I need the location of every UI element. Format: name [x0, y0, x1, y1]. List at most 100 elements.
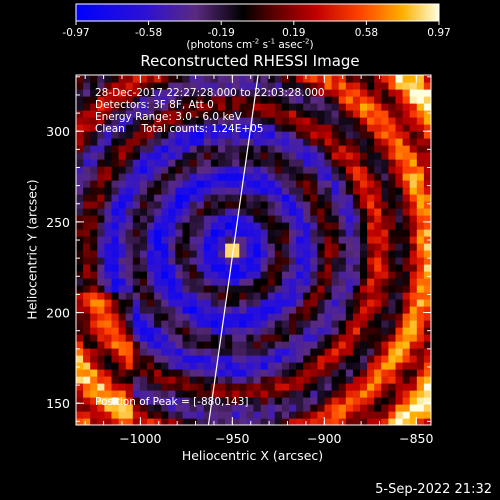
heatmap-pixel	[111, 208, 120, 216]
heatmap-pixel	[139, 187, 148, 195]
heatmap-pixel	[388, 124, 397, 132]
heatmap-pixel	[118, 362, 127, 370]
heatmap-pixel	[367, 180, 375, 188]
heatmap-pixel	[374, 348, 382, 356]
heatmap-pixel	[182, 243, 191, 251]
heatmap-pixel	[423, 397, 431, 405]
heatmap-pixel	[303, 215, 311, 223]
heatmap-pixel	[132, 243, 141, 251]
heatmap-pixel	[296, 131, 304, 139]
heatmap-pixel	[253, 222, 262, 230]
heatmap-pixel	[423, 173, 431, 181]
y-tick-label: 250	[46, 215, 70, 230]
heatmap-pixel	[210, 257, 219, 265]
heatmap-pixel	[324, 306, 333, 314]
heatmap-pixel	[210, 159, 219, 167]
heatmap-pixel	[310, 159, 318, 167]
heatmap-pixel	[125, 201, 134, 209]
heatmap-pixel	[388, 348, 397, 356]
heatmap-pixel	[161, 229, 169, 237]
heatmap-pixel	[218, 355, 226, 363]
heatmap-pixel	[210, 96, 219, 104]
heatmap-pixel	[409, 327, 418, 335]
heatmap-pixel	[90, 390, 98, 398]
heatmap-pixel	[132, 194, 141, 202]
heatmap-pixel	[281, 208, 290, 216]
heatmap-pixel	[303, 313, 311, 321]
heatmap-pixel	[76, 362, 84, 370]
heatmap-pixel	[232, 348, 240, 356]
heatmap-pixel	[416, 348, 425, 356]
heatmap-pixel	[253, 306, 262, 314]
heatmap-pixel	[281, 313, 290, 321]
heatmap-pixel	[310, 383, 318, 391]
heatmap-pixel	[218, 390, 226, 398]
heatmap-pixel	[203, 257, 212, 265]
heatmap-pixel	[324, 390, 333, 398]
heatmap-pixel	[317, 355, 326, 363]
heatmap-pixel	[296, 306, 304, 314]
heatmap-pixel	[317, 89, 326, 97]
heatmap-pixel	[97, 411, 105, 419]
heatmap-pixel	[154, 159, 162, 167]
heatmap-pixel	[402, 201, 411, 209]
heatmap-pixel	[182, 306, 191, 314]
heatmap-pixel	[139, 82, 148, 90]
heatmap-pixel	[289, 271, 297, 279]
heatmap-pixel	[203, 208, 212, 216]
heatmap-pixel	[317, 411, 326, 419]
heatmap-pixel	[182, 418, 191, 425]
heatmap-pixel	[182, 187, 191, 195]
heatmap-pixel	[345, 159, 354, 167]
heatmap-pixel	[296, 152, 304, 160]
heatmap-pixel	[83, 264, 91, 272]
heatmap-pixel	[289, 215, 297, 223]
heatmap-pixel	[118, 292, 127, 300]
heatmap-pixel	[281, 152, 290, 160]
heatmap-pixel	[118, 285, 127, 293]
heatmap-pixel	[281, 299, 290, 307]
heatmap-pixel	[310, 390, 318, 398]
heatmap-pixel	[104, 82, 113, 90]
heatmap-pixel	[303, 96, 311, 104]
heatmap-pixel	[218, 166, 226, 174]
heatmap-pixel	[303, 411, 311, 419]
heatmap-pixel	[118, 138, 127, 146]
heatmap-pixel	[423, 152, 431, 160]
heatmap-pixel	[196, 327, 205, 335]
heatmap-pixel	[253, 89, 262, 97]
heatmap-pixel	[83, 250, 91, 258]
heatmap-pixel	[125, 278, 134, 286]
heatmap-pixel	[281, 362, 290, 370]
heatmap-pixel	[409, 215, 418, 223]
heatmap-pixel	[182, 173, 191, 181]
heatmap-pixel	[147, 278, 155, 286]
heatmap-pixel	[196, 131, 205, 139]
heatmap-pixel	[97, 348, 105, 356]
heatmap-pixel	[395, 299, 404, 307]
heatmap-pixel	[132, 390, 141, 398]
heatmap-pixel	[416, 411, 425, 419]
x-tick-label: −1000	[119, 431, 161, 446]
heatmap-pixel	[203, 159, 212, 167]
heatmap-pixel	[303, 299, 311, 307]
heatmap-pixel	[125, 208, 134, 216]
heatmap-pixel	[374, 180, 382, 188]
heatmap-pixel	[345, 180, 354, 188]
heatmap-pixel	[381, 411, 389, 419]
heatmap-pixel	[274, 138, 283, 146]
heatmap-pixel	[367, 271, 375, 279]
heatmap-pixel	[182, 271, 191, 279]
heatmap-pixel	[132, 369, 141, 377]
heatmap-pixel	[125, 145, 134, 153]
heatmap-pixel	[161, 187, 169, 195]
heatmap-pixel	[310, 418, 318, 425]
heatmap-pixel	[352, 82, 361, 90]
heatmap-pixel	[274, 124, 283, 132]
heatmap-pixel	[147, 208, 155, 216]
heatmap-pixel	[203, 278, 212, 286]
heatmap-pixel	[374, 103, 382, 111]
heatmap-pixel	[310, 320, 318, 328]
heatmap-pixel	[139, 236, 148, 244]
heatmap-pixel	[324, 320, 333, 328]
